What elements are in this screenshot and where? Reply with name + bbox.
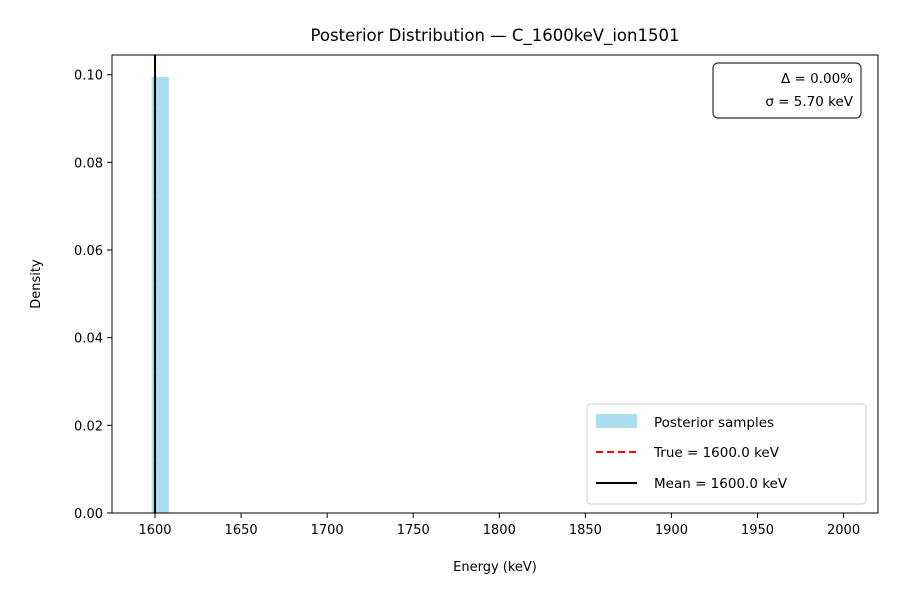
legend-label-posterior: Posterior samples bbox=[654, 415, 774, 431]
x-tick-label: 1600 bbox=[138, 523, 171, 538]
legend-swatch-posterior bbox=[596, 414, 637, 428]
y-tick-label: 0.08 bbox=[74, 156, 103, 171]
x-axis-ticks: 1600 1650 1700 1750 1800 1850 1900 1950 2000 bbox=[138, 513, 860, 538]
stats-annotation-frame bbox=[712, 62, 862, 119]
x-tick-label: 1750 bbox=[397, 523, 430, 538]
legend-label-mean: Mean = 1600.0 keV bbox=[654, 476, 788, 492]
y-tick-label: 0.10 bbox=[74, 69, 103, 84]
chart-title: Posterior Distribution — C_1600keV_ion15… bbox=[311, 26, 680, 46]
x-tick-label: 1900 bbox=[655, 523, 688, 538]
y-axis-label: Density bbox=[29, 259, 44, 309]
x-tick-label: 1700 bbox=[311, 523, 344, 538]
y-tick-label: 0.04 bbox=[74, 332, 103, 347]
y-tick-label: 0.02 bbox=[74, 419, 103, 434]
stats-annotation-sigma: σ = 5.70 keV bbox=[765, 94, 853, 110]
x-tick-label: 1650 bbox=[225, 523, 258, 538]
legend-frame bbox=[586, 403, 867, 505]
y-tick-label: 0.06 bbox=[74, 244, 103, 259]
stats-annotation-box: Δ = 0.00% σ = 5.70 keV bbox=[712, 62, 862, 119]
x-tick-label: 1800 bbox=[483, 523, 516, 538]
y-tick-label: 0.00 bbox=[74, 507, 103, 522]
x-tick-label: 1950 bbox=[741, 523, 774, 538]
legend: Posterior samples True = 1600.0 keV Mean… bbox=[586, 403, 867, 505]
legend-label-true: True = 1600.0 keV bbox=[653, 445, 780, 461]
x-tick-label: 2000 bbox=[827, 523, 860, 538]
stats-annotation-delta: Δ = 0.00% bbox=[781, 71, 853, 87]
y-axis-ticks: 0.00 0.02 0.04 0.06 0.08 0.10 bbox=[74, 69, 112, 522]
plot-frame bbox=[111, 54, 879, 514]
x-tick-label: 1850 bbox=[569, 523, 602, 538]
x-axis-label: Energy (keV) bbox=[453, 560, 537, 575]
